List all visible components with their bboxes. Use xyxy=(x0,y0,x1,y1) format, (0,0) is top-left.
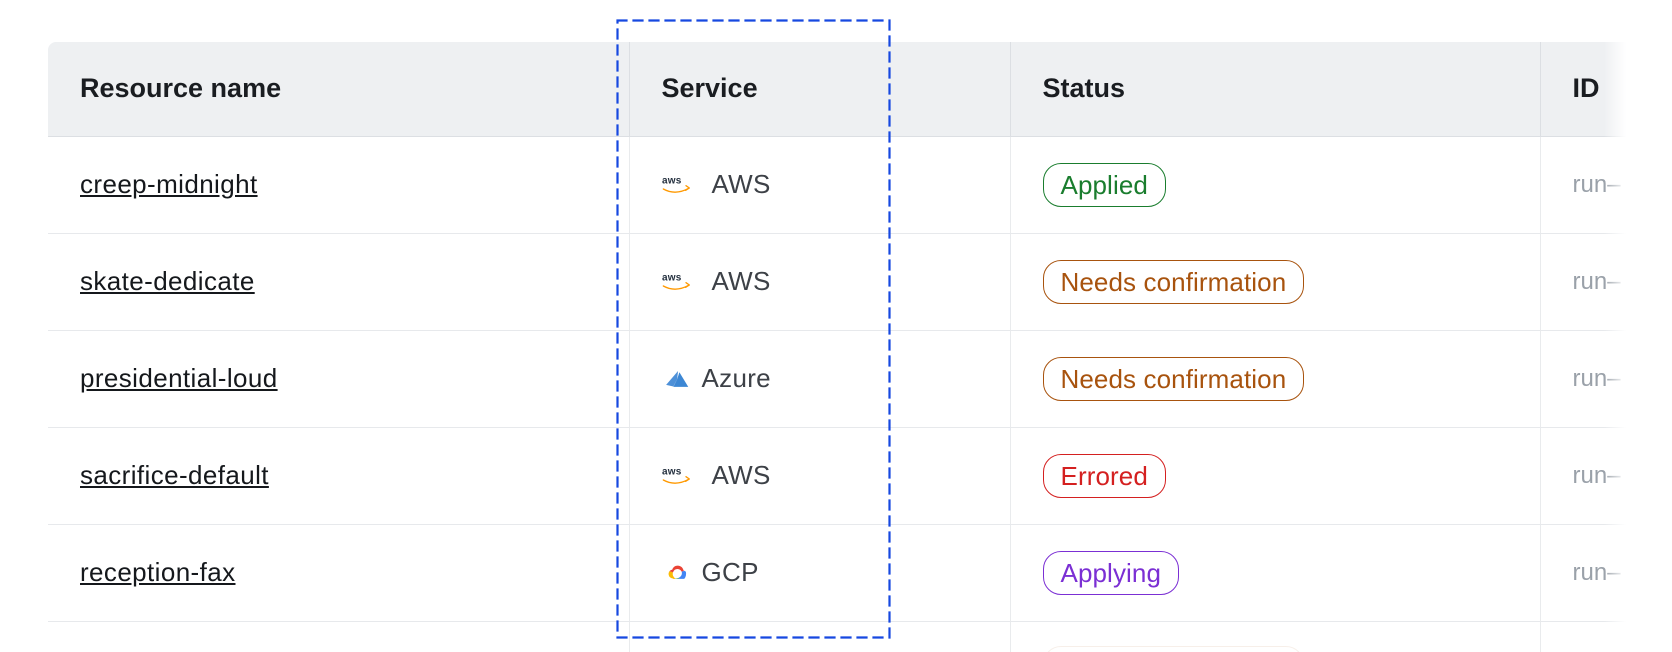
svg-text:aws: aws xyxy=(662,272,682,283)
svg-text:aws: aws xyxy=(662,175,682,186)
svg-text:aws: aws xyxy=(662,466,682,477)
